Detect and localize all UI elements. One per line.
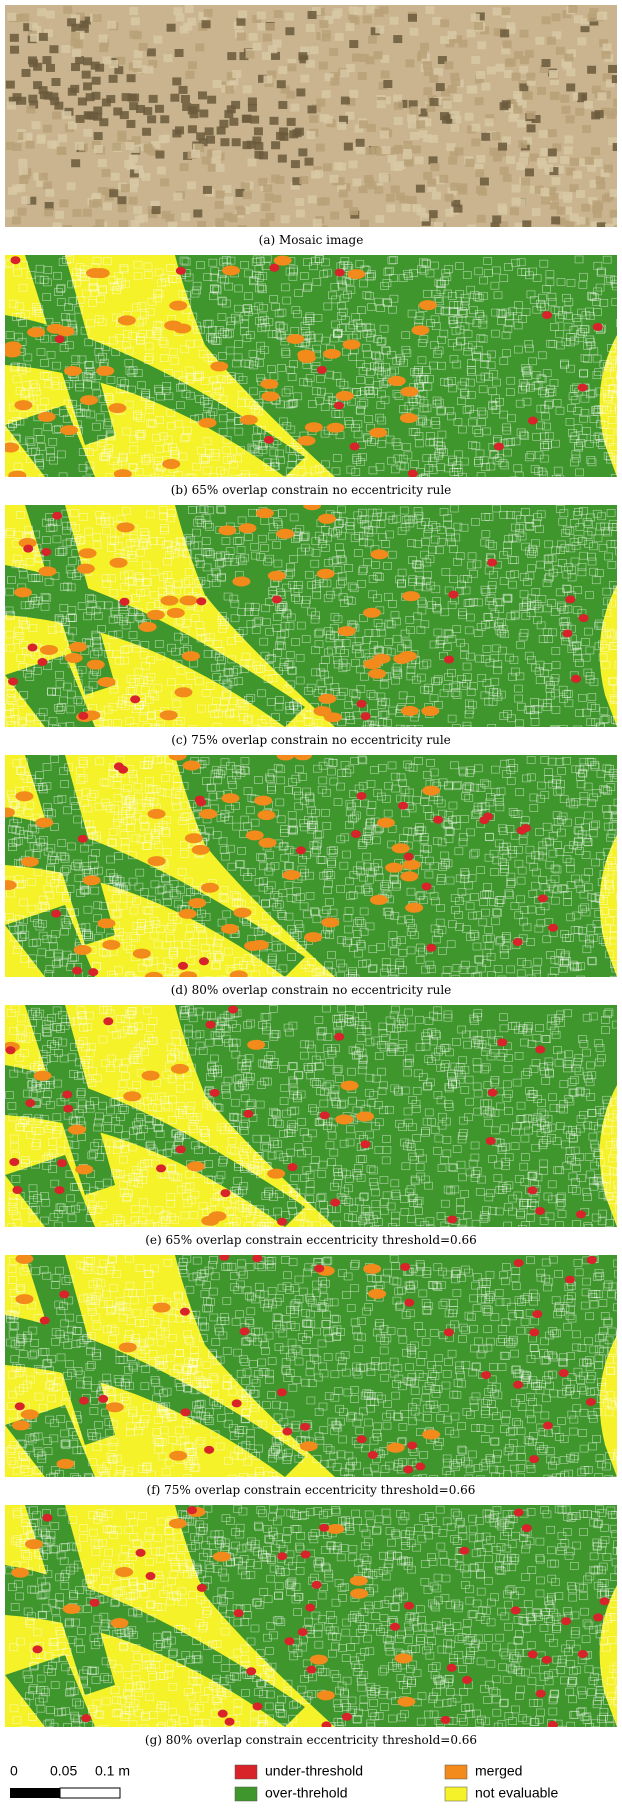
panel-image [5,500,622,733]
panel-image [5,5,622,235]
caption: (d) 80% overlap constrain no eccentricit… [171,983,452,997]
caption: (b) 65% overlap constrain no eccentricit… [171,483,452,497]
scale-bar: 0 0.05 0.1 m [10,1763,130,1798]
scale-dark [10,1788,60,1798]
scale-label: 0 [10,1763,18,1779]
legend-label: merged [475,1763,522,1779]
caption: (g) 80% overlap constrain eccentricity t… [145,1733,477,1747]
figure: (a) Mosaic image (b) 65% overlap constrai… [0,0,622,1807]
panel-image [5,1253,622,1484]
legend-swatch [235,1765,257,1779]
legend-label: under-threshold [265,1763,363,1779]
scale-label: 0.05 [50,1763,77,1779]
legend-label: over-threhold [265,1785,348,1801]
caption: (a) Mosaic image [259,233,364,247]
legend-label: not evaluable [475,1785,559,1801]
panel-image [5,1505,622,1734]
caption: (c) 75% overlap constrain no eccentricit… [171,733,451,747]
panel-image [2,1005,622,1234]
legend: under-threshold merged over-threhold not ev… [235,1763,559,1801]
legend-swatch [445,1787,467,1801]
caption: (f) 75% overlap constrain eccentricity t… [147,1483,476,1497]
scale-label: 0.1 m [95,1763,130,1779]
legend-swatch [235,1787,257,1801]
scale-light [60,1788,120,1798]
page: (a) Mosaic image (b) 65% overlap constrai… [0,0,622,1807]
panel-image [1,255,622,484]
panel-image [0,750,622,984]
legend-swatch [445,1765,467,1779]
caption: (e) 65% overlap constrain eccentricity t… [145,1233,477,1247]
